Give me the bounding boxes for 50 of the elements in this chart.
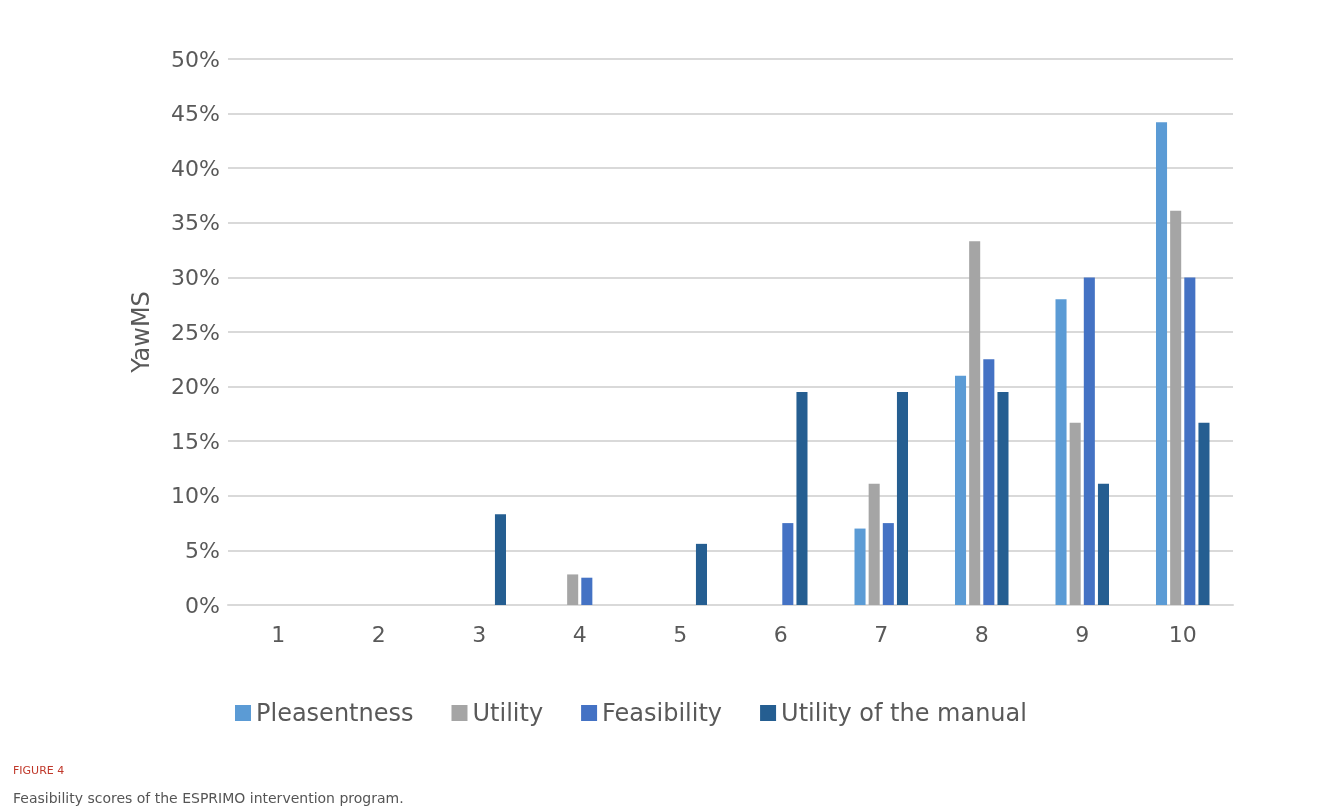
bar xyxy=(1083,277,1095,605)
bar xyxy=(1184,277,1196,605)
y-tick-label: 45% xyxy=(171,101,220,127)
bar xyxy=(882,523,894,605)
bar xyxy=(997,392,1009,605)
x-tick-label: 6 xyxy=(773,621,788,647)
bar xyxy=(1069,422,1081,605)
bar xyxy=(1097,483,1109,605)
x-tick-label: 2 xyxy=(371,621,386,647)
x-tick-label: 5 xyxy=(673,621,688,647)
bar xyxy=(581,577,593,605)
y-tick-label: 40% xyxy=(171,155,220,181)
legend-label: Pleasentness xyxy=(256,699,414,727)
x-tick-label: 8 xyxy=(974,621,989,647)
x-tick-label: 1 xyxy=(271,621,286,647)
y-tick-label: 15% xyxy=(171,428,220,454)
x-tick-label: 3 xyxy=(472,621,487,647)
bar xyxy=(969,241,981,605)
bar xyxy=(1170,210,1182,605)
bar xyxy=(854,528,866,605)
legend-label: Utility xyxy=(472,699,544,727)
x-tick-label: 9 xyxy=(1075,621,1090,647)
bar xyxy=(782,523,794,605)
legend-label: Utility of the manual xyxy=(781,699,1027,727)
bar xyxy=(955,375,967,605)
bar xyxy=(494,514,506,605)
y-tick-label: 50% xyxy=(171,46,220,72)
x-tick-label: 10 xyxy=(1168,621,1197,647)
y-tick-label: 5% xyxy=(185,537,220,563)
bar xyxy=(695,543,707,605)
text: Feasibility scores of the ESPRIMO intervention program. xyxy=(13,790,404,806)
text: FIGURE 4 xyxy=(13,764,65,777)
bar xyxy=(567,574,579,605)
x-tick-label: 4 xyxy=(572,621,587,647)
bar xyxy=(868,483,880,605)
x-tick-label: 7 xyxy=(874,621,889,647)
bar xyxy=(1156,122,1168,605)
y-tick-label: 35% xyxy=(171,210,220,236)
bar xyxy=(896,392,908,605)
y-tick-label: 30% xyxy=(171,264,220,290)
y-tick-label: 25% xyxy=(171,319,220,345)
bar xyxy=(1055,299,1067,605)
y-axis-title: YawMS xyxy=(127,291,155,374)
legend-label: Feasibility xyxy=(602,699,723,727)
bar xyxy=(796,392,808,605)
y-tick-label: 10% xyxy=(171,483,220,509)
y-tick-label: 0% xyxy=(185,592,220,618)
y-tick-label: 20% xyxy=(171,374,220,400)
bar xyxy=(1198,422,1210,605)
bar xyxy=(983,359,995,605)
